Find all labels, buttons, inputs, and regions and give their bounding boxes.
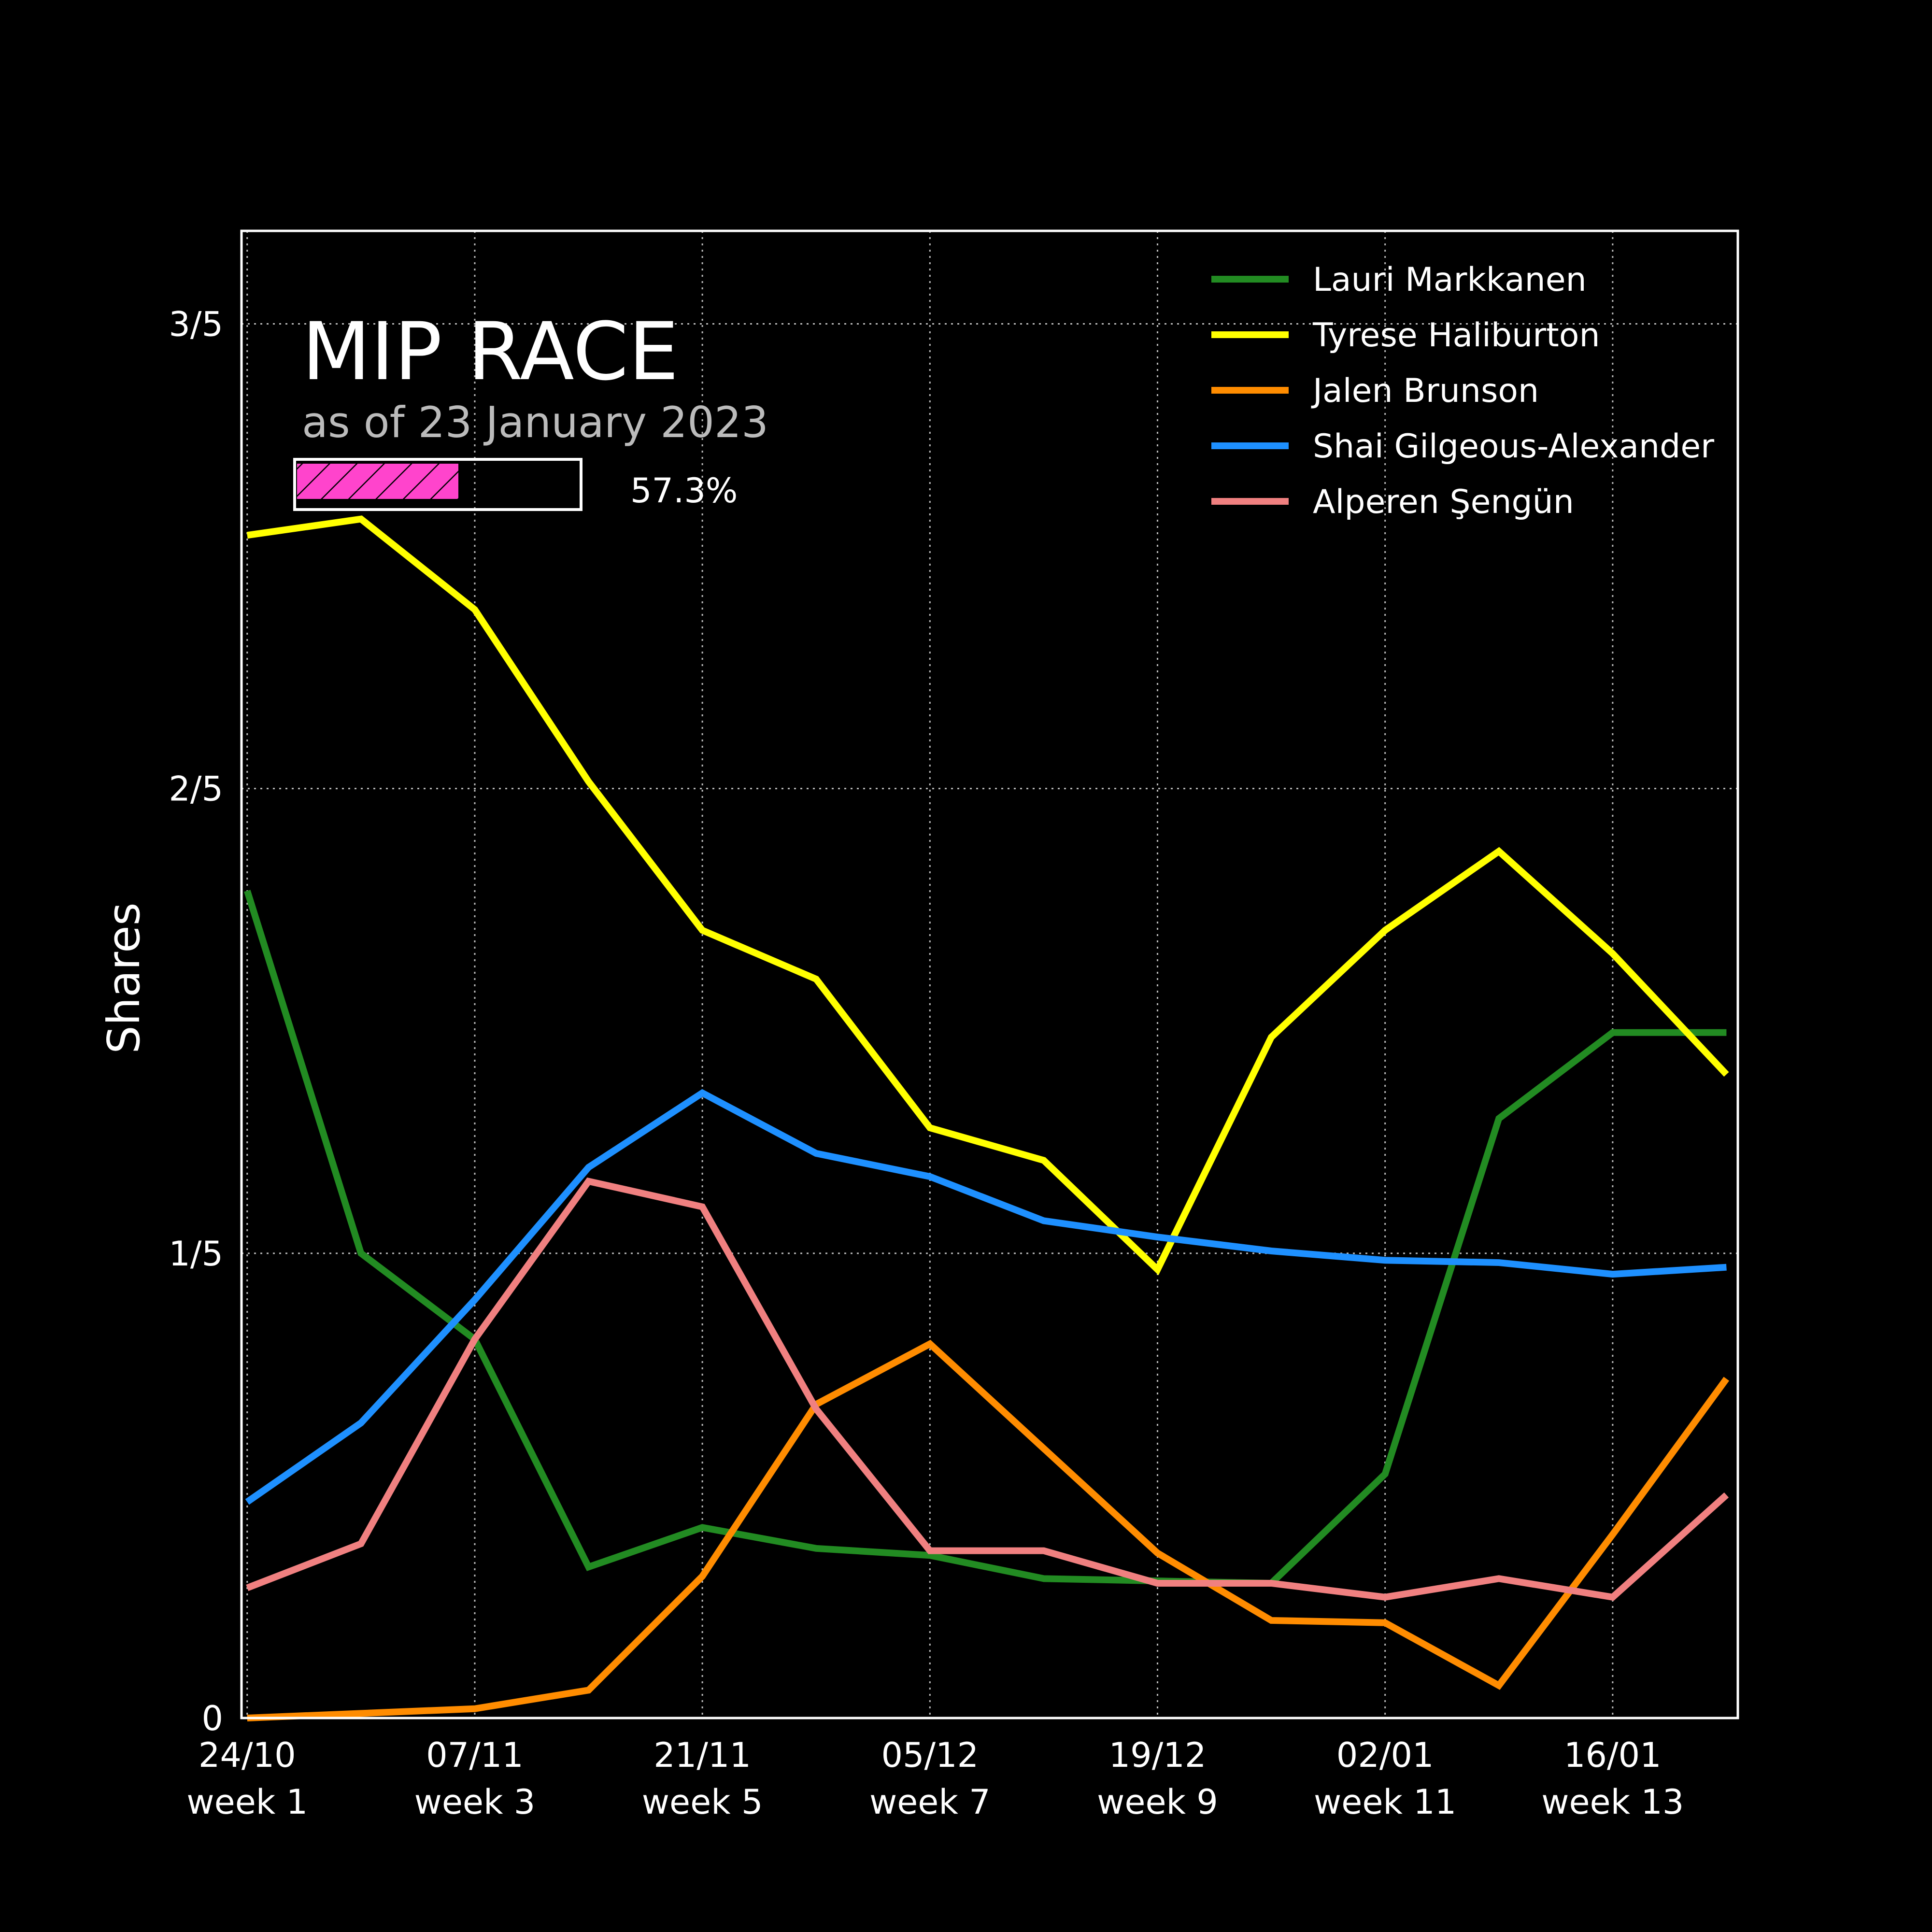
x-tick-label-week: week 7 — [869, 1782, 991, 1822]
plot-frame — [240, 229, 1739, 1719]
legend-label: Lauri Markkanen — [1313, 261, 1587, 299]
series-line-lauri-markkanen — [244, 890, 1727, 1587]
x-tick-label-date: 07/11 — [426, 1735, 524, 1775]
progress-label: 57.3% — [630, 471, 738, 511]
y-tick-label: 1/5 — [169, 1234, 223, 1274]
legend-label: Alperen Şengün — [1313, 483, 1574, 521]
y-tick-label: 0 — [201, 1699, 223, 1738]
x-tick-label-date: 19/12 — [1109, 1735, 1207, 1775]
progress-bar-fill — [297, 464, 458, 499]
chart-subtitle: as of 23 January 2023 — [302, 398, 768, 447]
y-tick-labels: 0 1/5 2/5 3/5 — [169, 304, 223, 1738]
series-line-tyrese-haliburton — [246, 515, 1729, 1276]
x-tick-label-week: week 13 — [1541, 1782, 1684, 1822]
x-tick-label-week: week 1 — [186, 1782, 308, 1822]
x-tick-label-date: 24/10 — [199, 1735, 296, 1775]
y-tick-label: 3/5 — [169, 304, 223, 344]
series-line-alperen-eng-n — [246, 1177, 1729, 1601]
legend-label: Shai Gilgeous-Alexander — [1313, 427, 1714, 466]
legend: Lauri Markkanen Tyrese Haliburton Jalen Br… — [1211, 261, 1714, 521]
series-line-jalen-brunson — [247, 1339, 1730, 1721]
y-axis-label: Shares — [98, 902, 150, 1053]
x-tick-label-week: week 5 — [642, 1782, 763, 1822]
x-tick-label-week: week 11 — [1314, 1782, 1456, 1822]
y-tick-label: 2/5 — [169, 769, 223, 809]
x-tick-label-date: 02/01 — [1336, 1735, 1434, 1775]
x-tick-labels: 24/10 week 1 07/11 week 3 21/11 week 5 05/12 we… — [186, 1735, 1684, 1822]
x-tick-label-date: 05/12 — [881, 1735, 979, 1775]
series-lines — [244, 515, 1730, 1721]
progress-bar-frame — [293, 458, 582, 511]
chart-title: MIP RACE — [302, 305, 679, 398]
legend-label: Jalen Brunson — [1311, 372, 1539, 410]
progress-bar — [293, 458, 582, 511]
x-tick-label-date: 21/11 — [653, 1735, 751, 1775]
x-tick-label-date: 16/01 — [1564, 1735, 1662, 1775]
x-tick-label-week: week 3 — [414, 1782, 536, 1822]
legend-label: Tyrese Haliburton — [1312, 316, 1600, 355]
x-tick-label-week: week 9 — [1097, 1782, 1218, 1822]
series-line-shai-gilgeous-alexander — [245, 1089, 1727, 1505]
